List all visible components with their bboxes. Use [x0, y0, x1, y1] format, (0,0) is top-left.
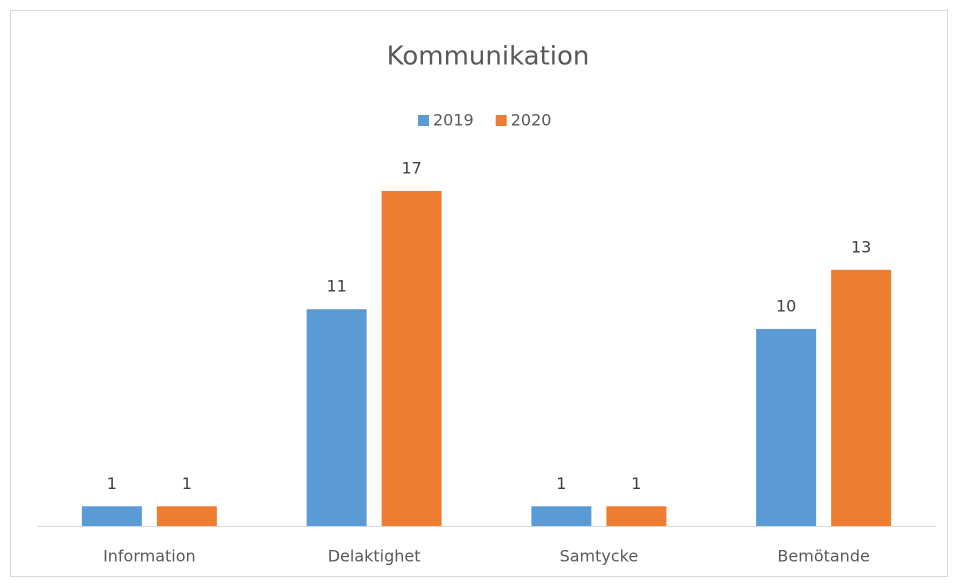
data-label: 1: [182, 474, 192, 493]
bar: [831, 269, 892, 526]
legend-swatch: [495, 115, 507, 126]
data-label: 13: [851, 237, 871, 256]
bar: [306, 309, 367, 526]
legend-label: 2020: [511, 111, 552, 130]
data-label: 17: [401, 159, 421, 178]
chart-title: Kommunikation: [387, 42, 590, 72]
bar: [156, 506, 217, 526]
bar: [81, 506, 142, 526]
x-tick-label: Bemötande: [777, 547, 869, 566]
x-tick-label: Delaktighet: [328, 547, 421, 566]
legend-label: 2019: [433, 111, 474, 130]
bar: [756, 328, 817, 526]
bar: [531, 506, 592, 526]
legend-swatch: [418, 115, 429, 126]
x-tick-label: Samtycke: [560, 547, 639, 566]
x-tick-label: Information: [103, 547, 196, 566]
data-label: 11: [326, 277, 346, 296]
bar: [606, 506, 667, 526]
data-label: 10: [776, 296, 796, 315]
data-label: 1: [107, 474, 117, 493]
data-label: 1: [556, 474, 566, 493]
bar: [381, 191, 442, 526]
data-label: 1: [631, 474, 641, 493]
